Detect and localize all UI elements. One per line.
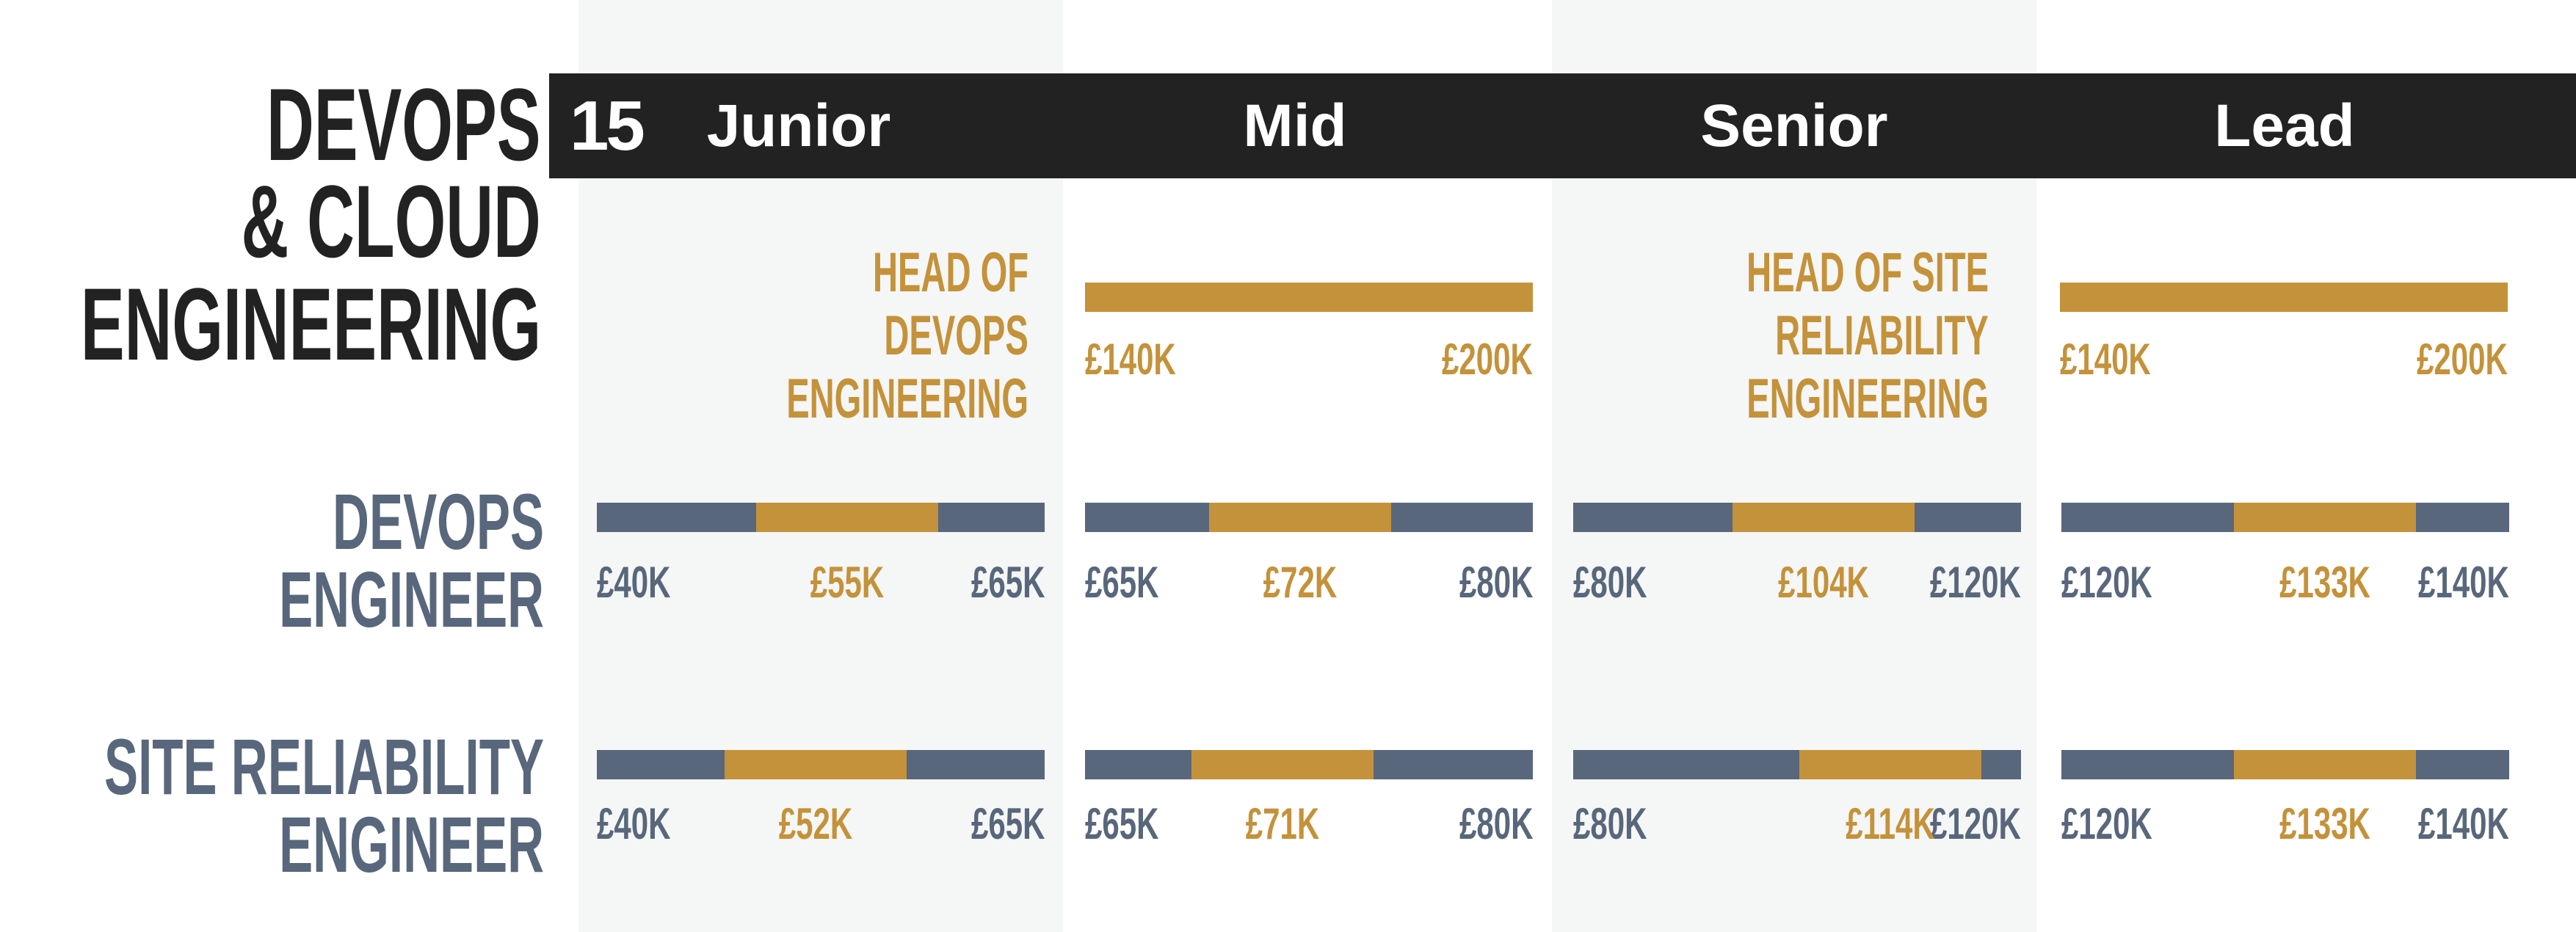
sre-typical-salary: £114K [1846,799,1935,848]
devops-engineer-typical-band [1733,503,1915,532]
devops-engineer-title-line: DEVOPS [332,477,544,566]
devops-engineer-typical-salary: £133K [2279,558,2370,607]
devops-engineer-max-salary: £80K [1459,558,1533,607]
sre-title-line: ENGINEER [278,800,544,889]
head-of-sre-min-salary: £140K [2060,335,2151,384]
level-label-mid: Mid [1243,92,1347,159]
devops-engineer-typical-band [1209,503,1391,532]
sre-min-salary: £40K [597,799,671,848]
sre-min-salary: £65K [1085,799,1159,848]
page-title-line: & CLOUD [241,164,541,279]
sre-max-salary: £65K [970,799,1045,848]
devops-engineer-typical-salary: £55K [810,558,885,607]
page-title-line: DEVOPS [266,67,541,182]
level-label-senior: Senior [1700,92,1888,159]
sre-title-line: SITE RELIABILITY [104,722,544,811]
sre-typical-band [1191,750,1374,779]
head-of-devops-min-salary: £140K [1085,335,1176,384]
devops-engineer-typical-salary: £72K [1263,558,1338,607]
head-of-sre-max-salary: £200K [2417,335,2508,384]
devops-engineer-typical-salary: £104K [1778,558,1869,607]
level-label-lead: Lead [2214,92,2355,159]
page-title-line: ENGINEERING [80,266,541,382]
sre-min-salary: £80K [1573,799,1647,848]
sre-typical-band [2234,750,2416,779]
devops-engineer-typical-band [756,503,938,532]
sre-max-salary: £80K [1459,799,1533,848]
sre-typical-band [725,750,907,779]
sre-typical-salary: £71K [1245,799,1320,848]
head-of-devops-title-line: HEAD OF [872,241,1028,304]
head-of-devops-max-salary: £200K [1442,335,1533,384]
head-of-devops-salary-bar [1085,283,1533,312]
devops-engineer-typical-band [2234,503,2416,532]
devops-engineer-min-salary: £40K [597,558,671,607]
page-number: 15 [570,87,645,165]
head-of-sre-title-line: RELIABILITY [1775,305,1989,367]
devops-engineer-max-salary: £140K [2418,558,2509,607]
head-of-devops-title-line: ENGINEERING [786,368,1028,430]
sre-min-salary: £120K [2061,799,2152,848]
level-label-junior: Junior [706,92,891,159]
sre-typical-salary: £52K [778,799,853,848]
head-of-sre-title-line: HEAD OF SITE [1746,241,1989,304]
sre-max-salary: £120K [1930,799,2021,848]
sre-typical-salary: £133K [2279,799,2370,848]
head-of-sre-title-line: ENGINEERING [1746,368,1989,430]
devops-engineer-min-salary: £120K [2061,558,2152,607]
level-header-bar [549,73,2576,178]
head-of-devops-title-line: DEVOPS [884,305,1028,367]
devops-engineer-min-salary: £65K [1085,558,1159,607]
devops-engineer-max-salary: £65K [970,558,1045,607]
sre-typical-band [1799,750,1981,779]
sre-max-salary: £140K [2418,799,2509,848]
head-of-sre-salary-bar [2060,283,2508,312]
devops-engineer-title-line: ENGINEER [278,555,544,644]
devops-engineer-min-salary: £80K [1573,558,1647,607]
devops-engineer-max-salary: £120K [1930,558,2021,607]
